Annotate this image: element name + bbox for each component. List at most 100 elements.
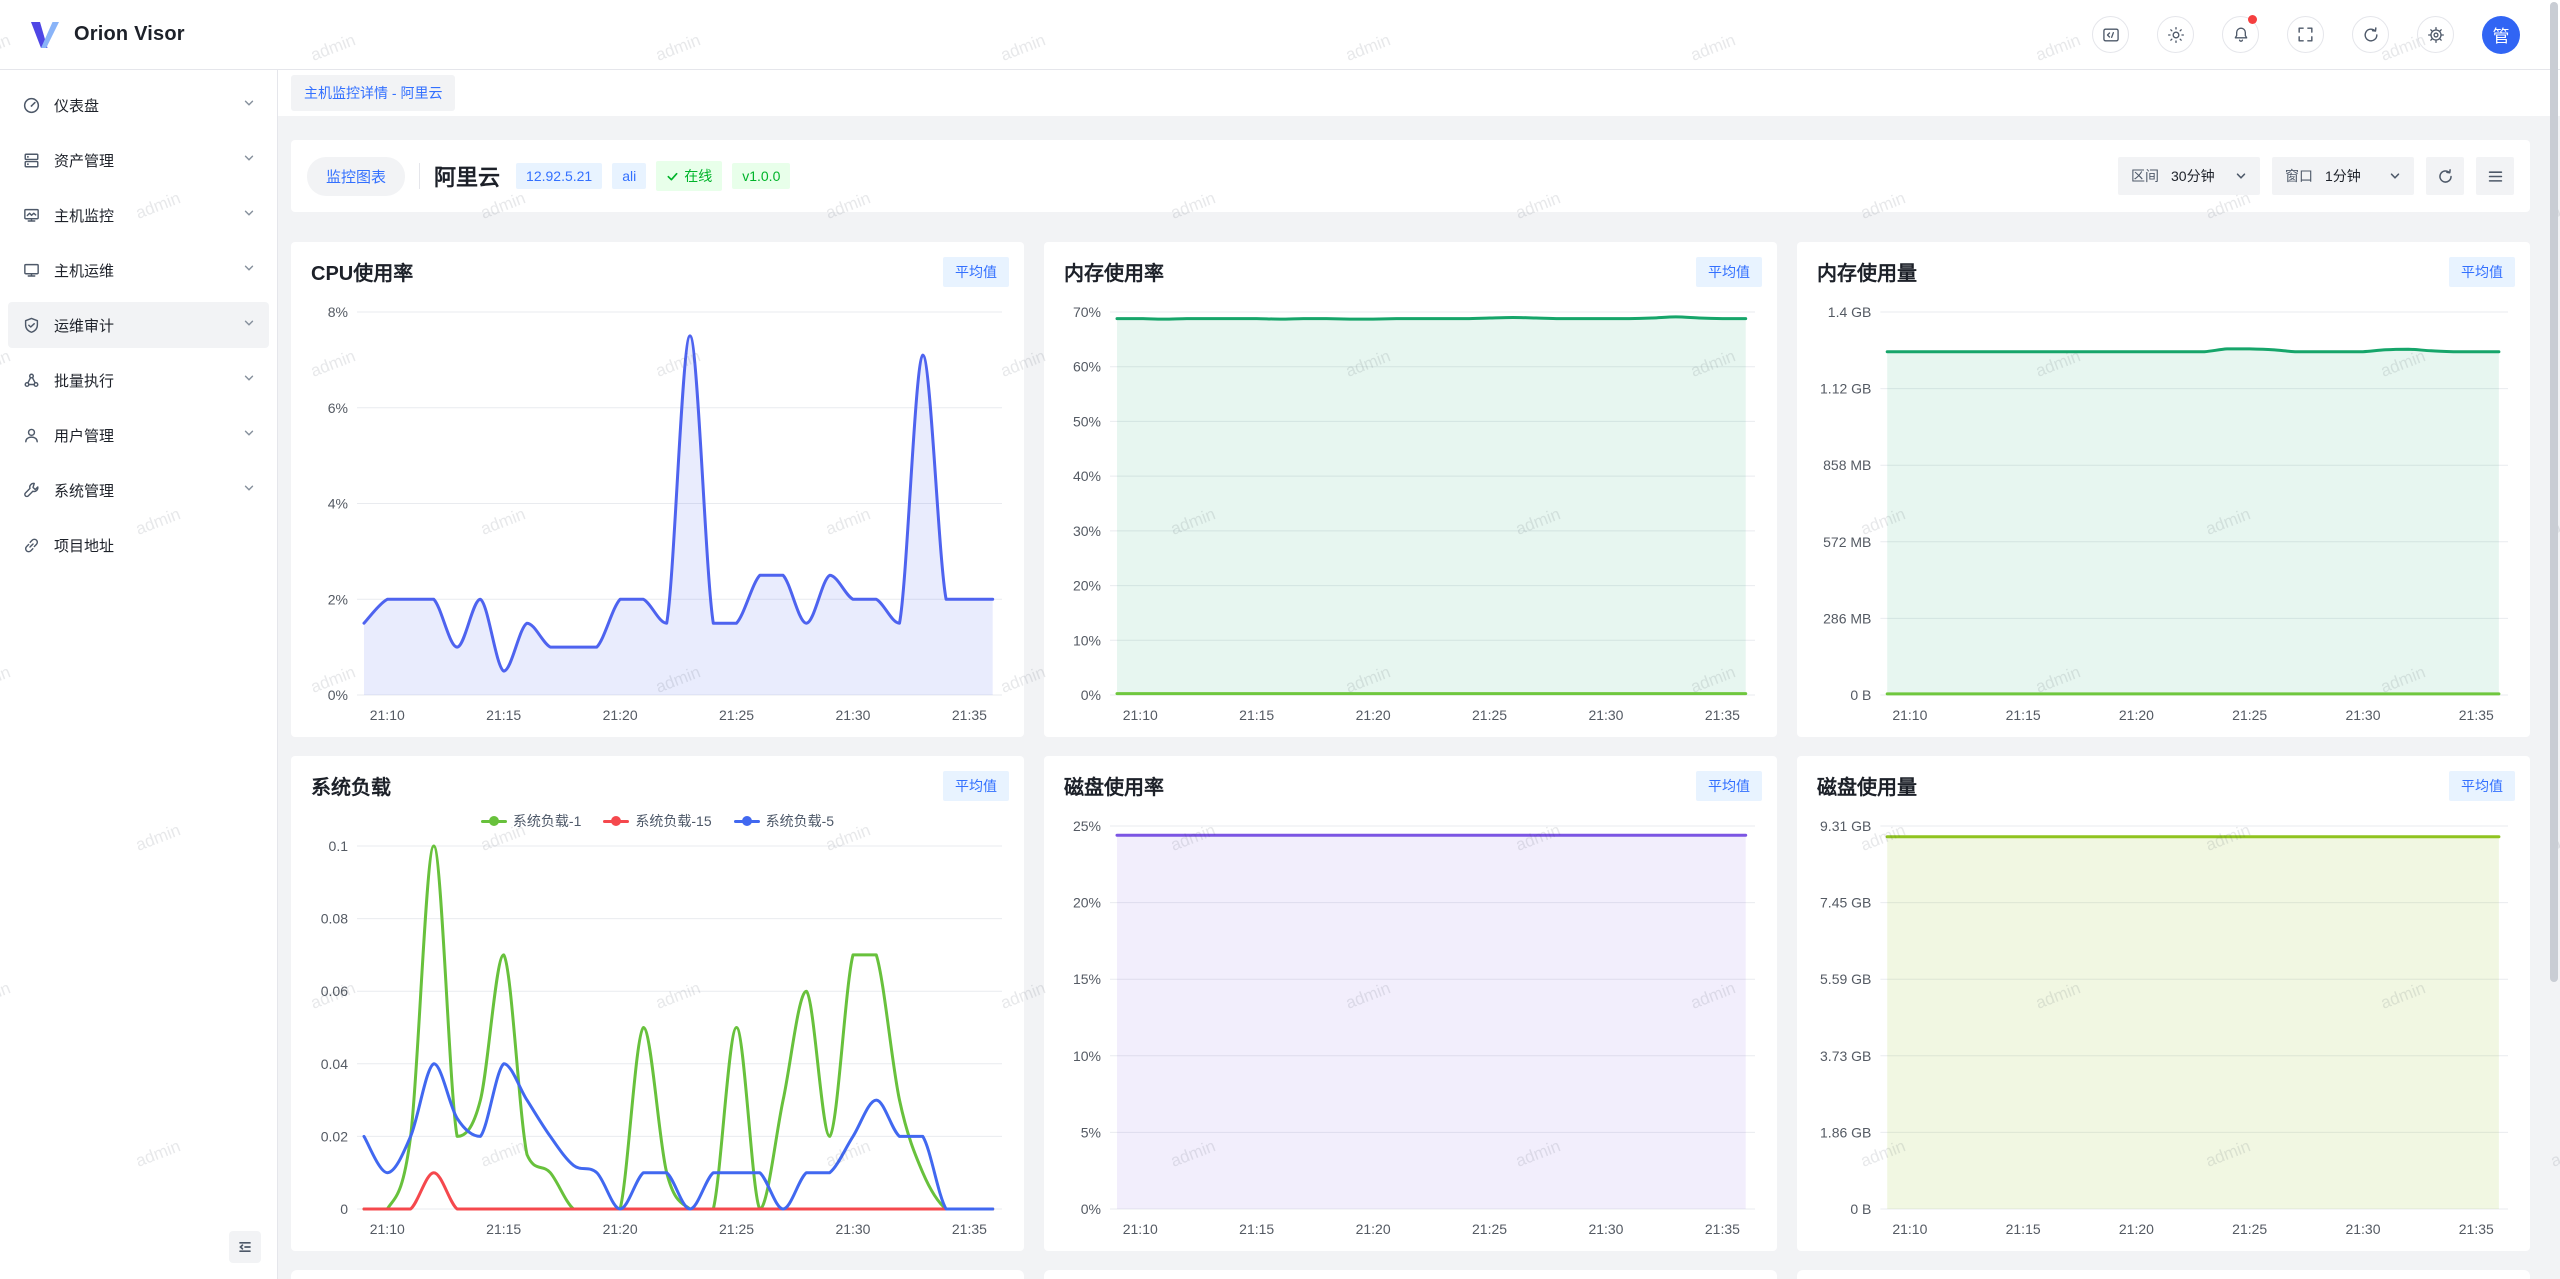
chart-plot[interactable]: 1.4 GB1.12 GB858 MB572 MB286 MB0 B21:102… [1807, 292, 2518, 731]
avg-value-badge[interactable]: 平均值 [2449, 771, 2515, 801]
chart-head: CPU使用率平均值 [311, 257, 1009, 287]
svg-text:21:10: 21:10 [1892, 707, 1927, 723]
chart-head: 磁盘使用量平均值 [1817, 771, 2515, 801]
svg-text:21:15: 21:15 [2006, 1221, 2041, 1237]
svg-text:21:30: 21:30 [1588, 707, 1623, 723]
refresh-icon [2361, 25, 2381, 45]
svg-text:4%: 4% [328, 496, 348, 512]
sidebar-item-system-mgmt[interactable]: 系统管理 [8, 467, 269, 513]
sidebar-collapse-button[interactable] [229, 1231, 261, 1263]
chart-plot[interactable]: 0.10.080.060.040.02021:1021:1521:2021:25… [301, 806, 1012, 1245]
svg-text:21:15: 21:15 [1239, 707, 1274, 723]
chevron-down-icon [243, 426, 255, 444]
legend-item[interactable]: 系统负载-1 [481, 811, 581, 831]
chart-card-peek [1044, 1270, 1777, 1279]
legend-label: 系统负载-5 [766, 811, 834, 831]
sidebar-item-assets[interactable]: 资产管理 [8, 137, 269, 183]
chart-plot[interactable]: 25%20%15%10%5%0%21:1021:1521:2021:2521:3… [1054, 806, 1765, 1245]
svg-text:50%: 50% [1073, 413, 1101, 429]
svg-text:21:20: 21:20 [603, 707, 638, 723]
svg-text:1.86 GB: 1.86 GB [1820, 1124, 1871, 1140]
page-scrollbar[interactable] [2550, 2, 2558, 982]
svg-text:9.31 GB: 9.31 GB [1820, 818, 1871, 834]
refresh-icon [2436, 167, 2455, 186]
svg-text:21:25: 21:25 [2232, 707, 2267, 723]
chart-plot[interactable]: 8%6%4%2%0%21:1021:1521:2021:2521:3021:35 [301, 292, 1012, 731]
host-monitor-icon [22, 206, 41, 225]
svg-text:0.1: 0.1 [329, 838, 349, 854]
bell-button[interactable] [2222, 16, 2259, 53]
divider [419, 163, 420, 189]
svg-text:20%: 20% [1073, 895, 1101, 911]
legend-item[interactable]: 系统负载-5 [734, 811, 834, 831]
host-badge: ali [612, 163, 646, 189]
svg-text:21:20: 21:20 [2119, 707, 2154, 723]
svg-text:6%: 6% [328, 400, 348, 416]
app-title: Orion Visor [74, 23, 185, 46]
fullscreen-button[interactable] [2287, 16, 2324, 53]
sidebar-item-batch-exec[interactable]: 批量执行 [8, 357, 269, 403]
refresh-button[interactable] [2352, 16, 2389, 53]
chart-plot[interactable]: 70%60%50%40%30%20%10%0%21:1021:1521:2021… [1054, 292, 1765, 731]
assets-icon [22, 151, 41, 170]
chart-plot[interactable]: 9.31 GB7.45 GB5.59 GB3.73 GB1.86 GB0 B21… [1807, 806, 2518, 1245]
chart-card-6: 磁盘使用量平均值9.31 GB7.45 GB5.59 GB3.73 GB1.86… [1797, 756, 2530, 1251]
avg-value-badge[interactable]: 平均值 [943, 771, 1009, 801]
ops-audit-icon [22, 316, 41, 335]
sidebar-item-host-monitor[interactable]: 主机监控 [8, 192, 269, 238]
svg-text:5.59 GB: 5.59 GB [1820, 971, 1871, 987]
tab-host-monitor-detail[interactable]: 主机监控详情 - 阿里云 [291, 75, 455, 111]
monitor-chart-tab[interactable]: 监控图表 [307, 157, 405, 196]
chart-title: 系统负载 [311, 771, 391, 800]
svg-text:21:20: 21:20 [1356, 1221, 1391, 1237]
svg-text:21:35: 21:35 [1705, 707, 1740, 723]
chart-card-peek [1797, 1270, 2530, 1279]
host-badge: 在线 [656, 161, 722, 191]
user-avatar[interactable]: 管 [2482, 16, 2520, 54]
svg-text:21:30: 21:30 [835, 1221, 870, 1237]
avg-value-badge[interactable]: 平均值 [2449, 257, 2515, 287]
avg-value-badge[interactable]: 平均值 [1696, 257, 1762, 287]
svg-text:0%: 0% [1081, 1201, 1101, 1217]
chart-settings-button[interactable] [2476, 157, 2514, 195]
avg-value-badge[interactable]: 平均值 [943, 257, 1009, 287]
svg-text:21:15: 21:15 [486, 707, 521, 723]
svg-text:3.73 GB: 3.73 GB [1820, 1048, 1871, 1064]
legend-item[interactable]: 系统负载-15 [603, 811, 711, 831]
sidebar-item-label: 资产管理 [54, 150, 114, 171]
chart-card-4: 系统负载平均值系统负载-1系统负载-15系统负载-50.10.080.060.0… [291, 756, 1024, 1251]
svg-text:40%: 40% [1073, 468, 1101, 484]
host-badges: 12.92.5.21ali在线v1.0.0 [516, 161, 790, 191]
theme-button[interactable] [2157, 16, 2194, 53]
badge-text: ali [622, 168, 636, 184]
chart-title: 内存使用量 [1817, 257, 1917, 286]
svg-text:0.02: 0.02 [321, 1128, 348, 1144]
settings-button[interactable] [2417, 16, 2454, 53]
svg-text:0%: 0% [1081, 687, 1101, 703]
legend-marker [481, 816, 507, 826]
svg-text:2%: 2% [328, 591, 348, 607]
chevron-down-icon [243, 206, 255, 224]
sidebar-item-project-link[interactable]: 项目地址 [8, 522, 269, 568]
svg-text:0.06: 0.06 [321, 983, 348, 999]
svg-text:21:15: 21:15 [486, 1221, 521, 1237]
svg-text:572 MB: 572 MB [1823, 534, 1871, 550]
app-logo: Orion Visor [28, 20, 185, 50]
window-select[interactable]: 窗口 1分钟 [2272, 157, 2414, 195]
chart-card-3: 内存使用量 平均值 1.4 GB1.12 GB858 MB572 MB286 MB0… [1797, 242, 2530, 737]
svg-text:21:10: 21:10 [370, 1221, 405, 1237]
sidebar-item-label: 主机运维 [54, 260, 114, 281]
interval-select[interactable]: 区间 30分钟 [2118, 157, 2260, 195]
sidebar-item-user-mgmt[interactable]: 用户管理 [8, 412, 269, 458]
sidebar-item-ops-audit[interactable]: 运维审计 [8, 302, 269, 348]
sidebar-item-dashboard[interactable]: 仪表盘 [8, 82, 269, 128]
host-toolbar-left: 监控图表 阿里云 12.92.5.21ali在线v1.0.0 [307, 157, 790, 196]
chevron-down-icon [243, 151, 255, 169]
refresh-charts-button[interactable] [2426, 157, 2464, 195]
code-button[interactable] [2092, 16, 2129, 53]
chart-title: 磁盘使用率 [1064, 771, 1164, 800]
chart-title: 内存使用率 [1064, 257, 1164, 286]
avg-value-badge[interactable]: 平均值 [1696, 771, 1762, 801]
svg-text:5%: 5% [1081, 1124, 1101, 1140]
sidebar-item-host-ops[interactable]: 主机运维 [8, 247, 269, 293]
